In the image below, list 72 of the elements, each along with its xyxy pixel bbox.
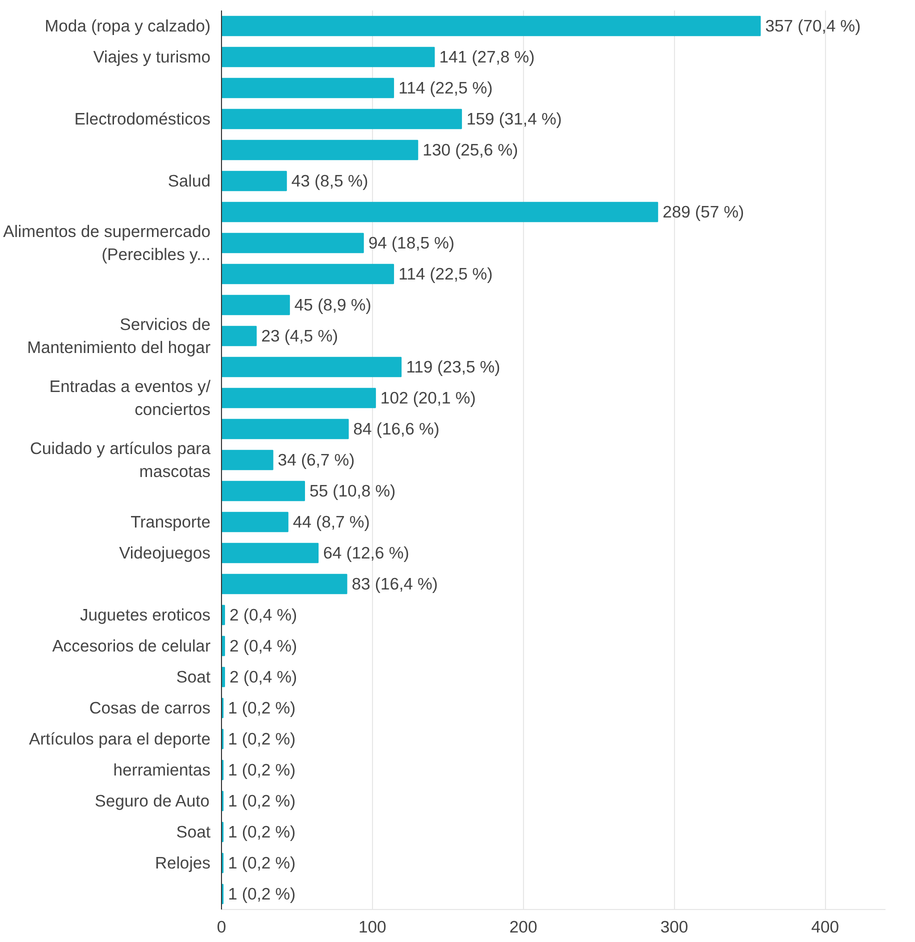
y-tick-label: Accesorios de celular xyxy=(52,636,211,656)
bar xyxy=(222,388,376,408)
y-tick-label: Entradas a eventos y/ conciertos xyxy=(49,377,211,419)
data-label: 119 (23,5 %) xyxy=(406,358,500,376)
bar xyxy=(222,46,435,68)
data-label: 2 (0,4 %) xyxy=(230,636,298,656)
data-label: 130 (25,6 %) xyxy=(422,140,518,160)
bar xyxy=(222,202,658,222)
bar xyxy=(222,326,257,346)
x-tick-label: 300 xyxy=(660,918,688,936)
data-label: 64 (12,6 %) xyxy=(323,544,410,562)
data-label: 102 (20,1 %) xyxy=(380,388,476,408)
data-label: 1 (0,2 %) xyxy=(228,730,296,748)
data-label: 1 (0,2 %) xyxy=(228,822,296,842)
bar xyxy=(222,294,290,316)
y-tick-label: Moda (ropa y calzado) xyxy=(44,16,210,36)
y-tick-label: Salud xyxy=(168,172,211,190)
y-tick-label: Electrodomésticos xyxy=(74,110,211,128)
bar xyxy=(222,232,364,254)
bar xyxy=(222,170,287,192)
y-tick-label: Alimentos de supermercado (Perecibles y... xyxy=(3,222,211,264)
x-tick-label: 400 xyxy=(811,918,840,936)
data-label: 23 (4,5 %) xyxy=(261,326,338,346)
data-label: 83 (16,4 %) xyxy=(352,574,438,594)
data-label: 289 (57 %) xyxy=(662,202,744,222)
bar xyxy=(222,574,348,594)
data-label: 357 (70,4 %) xyxy=(765,16,861,36)
data-label: 1 (0,2 %) xyxy=(228,698,296,718)
y-tick-label: Soat xyxy=(176,822,211,842)
y-tick-label: Juguetes eroticos xyxy=(80,606,211,624)
data-label: 34 (6,7 %) xyxy=(278,450,355,470)
data-label: 94 (18,5 %) xyxy=(368,234,454,252)
bar xyxy=(222,16,761,36)
y-tick-label: Cosas de carros xyxy=(89,698,211,718)
y-tick-label: Transporte xyxy=(130,512,211,532)
data-label: 84 (16,6 %) xyxy=(353,420,440,438)
data-label: 1 (0,2 %) xyxy=(228,760,296,780)
x-tick-label: 100 xyxy=(358,918,386,936)
y-tick-label: herramientas xyxy=(113,760,211,780)
x-tick-label: 0 xyxy=(216,918,226,936)
data-label: 114 (22,5 %) xyxy=(398,264,493,284)
y-tick-label: Soat xyxy=(176,668,211,686)
data-label: 141 (27,8 %) xyxy=(439,48,535,66)
bar xyxy=(222,140,418,160)
x-tick-label: 200 xyxy=(509,918,538,936)
data-label: 114 (22,5 %) xyxy=(398,78,493,98)
data-label: 43 (8,5 %) xyxy=(291,172,368,190)
data-label: 1 (0,2 %) xyxy=(228,854,296,872)
data-label: 2 (0,4 %) xyxy=(230,668,298,686)
data-label: 44 (8,7 %) xyxy=(292,512,370,532)
data-label: 45 (8,9 %) xyxy=(294,296,372,314)
data-label: 2 (0,4 %) xyxy=(230,606,298,624)
bar xyxy=(222,450,274,470)
y-tick-label: Viajes y turismo xyxy=(93,48,211,66)
data-label: 55 (10,8 %) xyxy=(310,482,396,500)
y-tick-label: Relojes xyxy=(154,854,211,872)
y-tick-label: Videojuegos xyxy=(119,544,211,562)
bar xyxy=(222,480,305,502)
y-tick-label: Seguro de Auto xyxy=(94,792,210,810)
bar xyxy=(222,78,394,98)
y-tick-label: Servicios de Mantenimiento del hogar xyxy=(27,315,211,357)
bar xyxy=(222,418,349,440)
y-tick-label: Artículos para el deporte xyxy=(29,730,211,748)
bar xyxy=(222,108,462,130)
bar xyxy=(222,542,319,564)
data-label: 159 (31,4 %) xyxy=(466,110,562,128)
data-label: 1 (0,2 %) xyxy=(228,792,296,810)
bar xyxy=(222,512,288,532)
bar xyxy=(222,356,402,378)
y-tick-label: Cuidado y artículos para mascotas xyxy=(30,439,212,481)
bar xyxy=(222,264,394,284)
data-label: 1 (0,2 %) xyxy=(228,884,296,904)
